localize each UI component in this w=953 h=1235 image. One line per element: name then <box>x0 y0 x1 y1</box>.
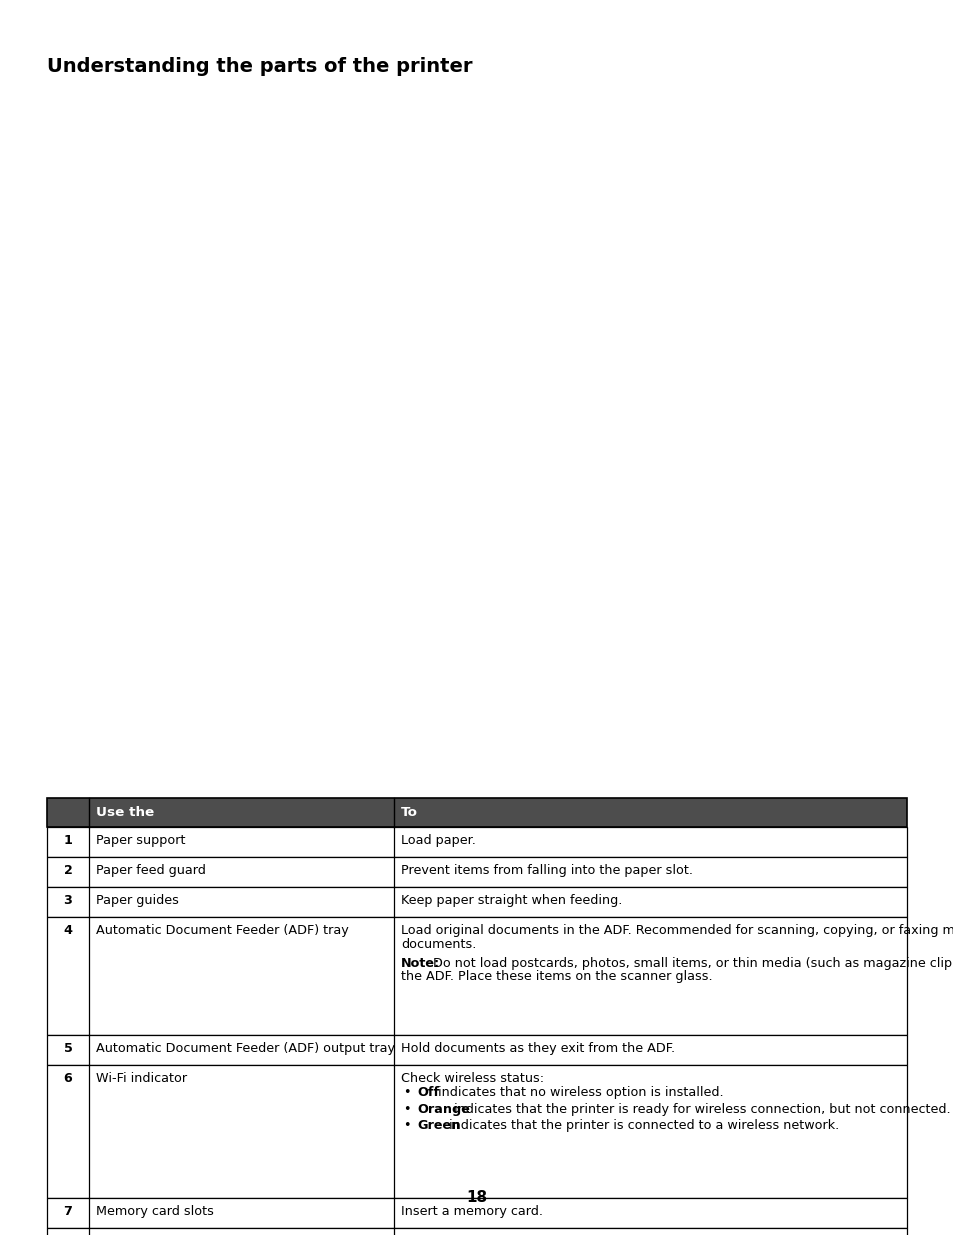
Bar <box>47 857 906 887</box>
Text: the ADF. Place these items on the scanner glass.: the ADF. Place these items on the scanne… <box>400 971 712 983</box>
Text: Wi-Fi indicator: Wi-Fi indicator <box>96 1072 187 1086</box>
Text: documents.: documents. <box>400 937 476 951</box>
Text: Keep paper straight when feeding.: Keep paper straight when feeding. <box>400 894 621 906</box>
Text: Orange: Orange <box>416 1103 470 1115</box>
Text: Prevent items from falling into the paper slot.: Prevent items from falling into the pape… <box>400 864 692 877</box>
Text: indicates that no wireless option is installed.: indicates that no wireless option is ins… <box>433 1086 722 1099</box>
Text: Paper feed guard: Paper feed guard <box>96 864 206 877</box>
Text: Automatic Document Feeder (ADF) output tray: Automatic Document Feeder (ADF) output t… <box>96 1042 395 1055</box>
Text: Note:: Note: <box>400 957 439 969</box>
Bar <box>47 918 906 1035</box>
Text: Memory card slots: Memory card slots <box>96 1205 213 1218</box>
Text: •: • <box>402 1086 410 1099</box>
Bar <box>47 1228 906 1235</box>
Text: 1: 1 <box>64 834 72 847</box>
Text: 5: 5 <box>64 1042 72 1055</box>
Text: To: To <box>400 806 417 819</box>
Bar <box>47 798 906 827</box>
Text: Check wireless status:: Check wireless status: <box>400 1072 543 1086</box>
Text: 3: 3 <box>64 894 72 906</box>
Text: Understanding the parts of the printer: Understanding the parts of the printer <box>47 57 472 77</box>
Text: Hold documents as they exit from the ADF.: Hold documents as they exit from the ADF… <box>400 1042 675 1055</box>
Text: 6: 6 <box>64 1072 72 1086</box>
Bar <box>47 827 906 857</box>
Bar <box>47 1065 906 1198</box>
Text: Paper guides: Paper guides <box>96 894 179 906</box>
Text: indicates that the printer is connected to a wireless network.: indicates that the printer is connected … <box>444 1119 838 1132</box>
Text: Do not load postcards, photos, small items, or thin media (such as magazine clip: Do not load postcards, photos, small ite… <box>428 957 953 969</box>
Text: Automatic Document Feeder (ADF) tray: Automatic Document Feeder (ADF) tray <box>96 924 349 937</box>
Text: Paper support: Paper support <box>96 834 185 847</box>
Text: Off: Off <box>416 1086 438 1099</box>
Text: indicates that the printer is ready for wireless connection, but not connected.: indicates that the printer is ready for … <box>450 1103 950 1115</box>
Text: 2: 2 <box>64 864 72 877</box>
Bar <box>47 1035 906 1065</box>
Text: •: • <box>402 1103 410 1115</box>
Text: Load paper.: Load paper. <box>400 834 476 847</box>
Bar <box>47 887 906 918</box>
Text: 7: 7 <box>64 1205 72 1218</box>
Text: 4: 4 <box>64 924 72 937</box>
Text: Use the: Use the <box>96 806 154 819</box>
Bar <box>47 1198 906 1228</box>
Text: Green: Green <box>416 1119 459 1132</box>
Text: •: • <box>402 1119 410 1132</box>
Text: Insert a memory card.: Insert a memory card. <box>400 1205 542 1218</box>
Text: Load original documents in the ADF. Recommended for scanning, copying, or faxing: Load original documents in the ADF. Reco… <box>400 924 953 937</box>
Text: 18: 18 <box>466 1189 487 1204</box>
